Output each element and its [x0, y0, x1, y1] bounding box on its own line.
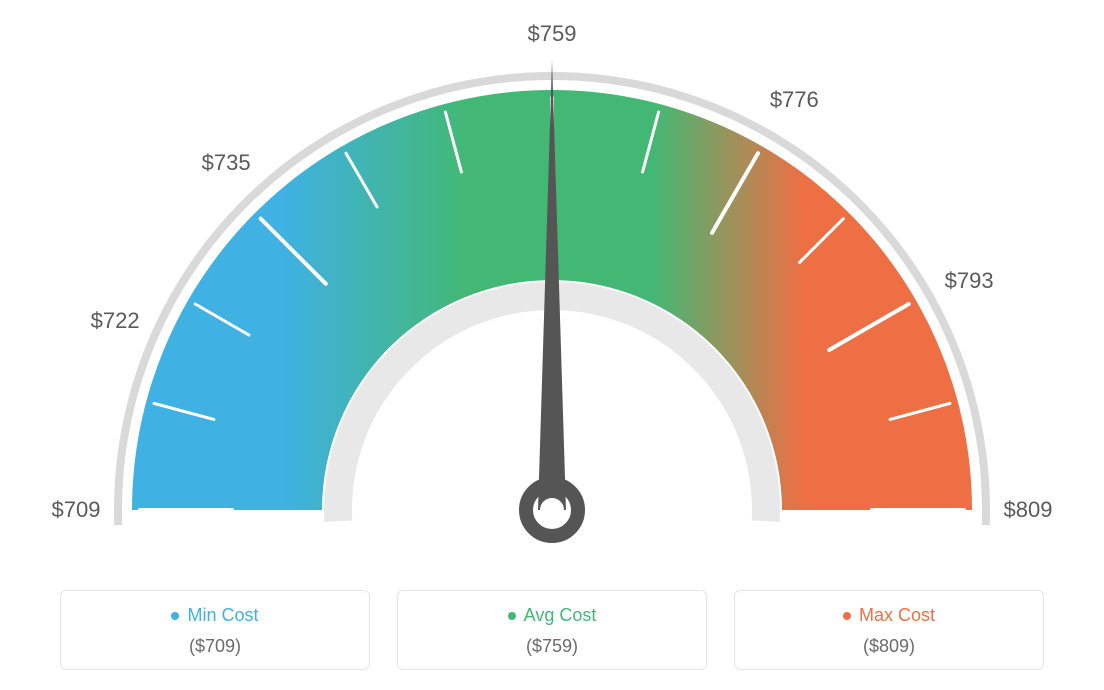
legend-text: Min Cost [187, 605, 258, 626]
chart-container: $709 $722 $735 $759 $776 $793 $809 Min Cost ($… [0, 0, 1104, 690]
legend-label-avg: Avg Cost [508, 605, 597, 626]
legend-value-max: ($809) [735, 636, 1043, 657]
gauge-tick-label: $709 [52, 497, 101, 523]
legend-value-avg: ($759) [398, 636, 706, 657]
gauge-svg [0, 0, 1104, 570]
legend-text: Max Cost [859, 605, 935, 626]
legend-label-max: Max Cost [843, 605, 935, 626]
dot-icon [508, 612, 516, 620]
legend-text: Avg Cost [524, 605, 597, 626]
gauge-tick-label: $809 [1004, 497, 1053, 523]
legend-box-avg: Avg Cost ($759) [397, 590, 707, 670]
gauge-tick-label: $776 [770, 87, 819, 113]
gauge-tick-label: $735 [202, 150, 251, 176]
gauge-tick-label: $759 [528, 21, 577, 47]
gauge-tick-label: $793 [945, 268, 994, 294]
legend-box-max: Max Cost ($809) [734, 590, 1044, 670]
legend-box-min: Min Cost ($709) [60, 590, 370, 670]
dot-icon [171, 612, 179, 620]
gauge-tick-label: $722 [91, 308, 140, 334]
dot-icon [843, 612, 851, 620]
gauge-chart: $709 $722 $735 $759 $776 $793 $809 [0, 0, 1104, 570]
legend-label-min: Min Cost [171, 605, 258, 626]
legend-value-min: ($709) [61, 636, 369, 657]
legend-row: Min Cost ($709) Avg Cost ($759) Max Cost… [0, 590, 1104, 670]
